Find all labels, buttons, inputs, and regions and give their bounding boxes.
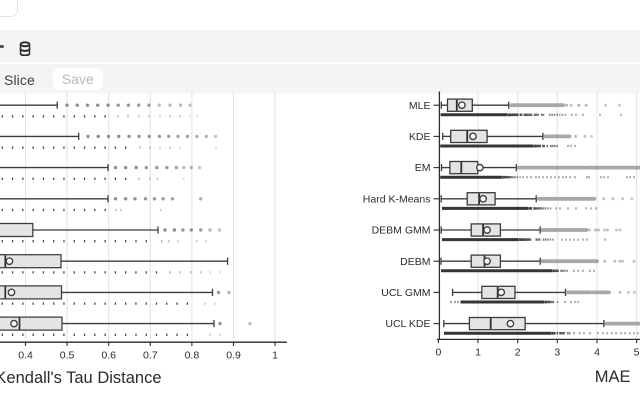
svg-text:0: 0 bbox=[435, 346, 441, 358]
svg-text:EM: EM bbox=[415, 162, 431, 174]
svg-text:0.7: 0.7 bbox=[143, 350, 158, 362]
svg-text:3: 3 bbox=[554, 346, 560, 358]
svg-text:0.9: 0.9 bbox=[226, 350, 241, 362]
svg-text:MLE: MLE bbox=[409, 100, 431, 112]
svg-text:1: 1 bbox=[272, 350, 278, 362]
svg-text:MAE: MAE bbox=[595, 368, 631, 386]
svg-text:4: 4 bbox=[594, 346, 600, 358]
svg-text:DEBM: DEBM bbox=[400, 256, 430, 268]
svg-text:2: 2 bbox=[515, 346, 521, 358]
svg-text:Kendall's Tau Distance: Kendall's Tau Distance bbox=[0, 369, 162, 387]
svg-text:0.4: 0.4 bbox=[18, 350, 33, 362]
svg-text:5: 5 bbox=[634, 346, 640, 358]
svg-text:0.5: 0.5 bbox=[60, 350, 75, 362]
svg-text:0.6: 0.6 bbox=[101, 350, 116, 362]
svg-text:0.8: 0.8 bbox=[185, 350, 200, 362]
svg-text:1: 1 bbox=[475, 346, 481, 358]
svg-text:KDE: KDE bbox=[409, 131, 431, 143]
svg-text:Hard K-Means: Hard K-Means bbox=[363, 193, 431, 205]
svg-text:UCL KDE: UCL KDE bbox=[385, 318, 430, 330]
svg-text:UCL GMM: UCL GMM bbox=[381, 287, 430, 299]
svg-text:DEBM GMM: DEBM GMM bbox=[372, 225, 431, 237]
